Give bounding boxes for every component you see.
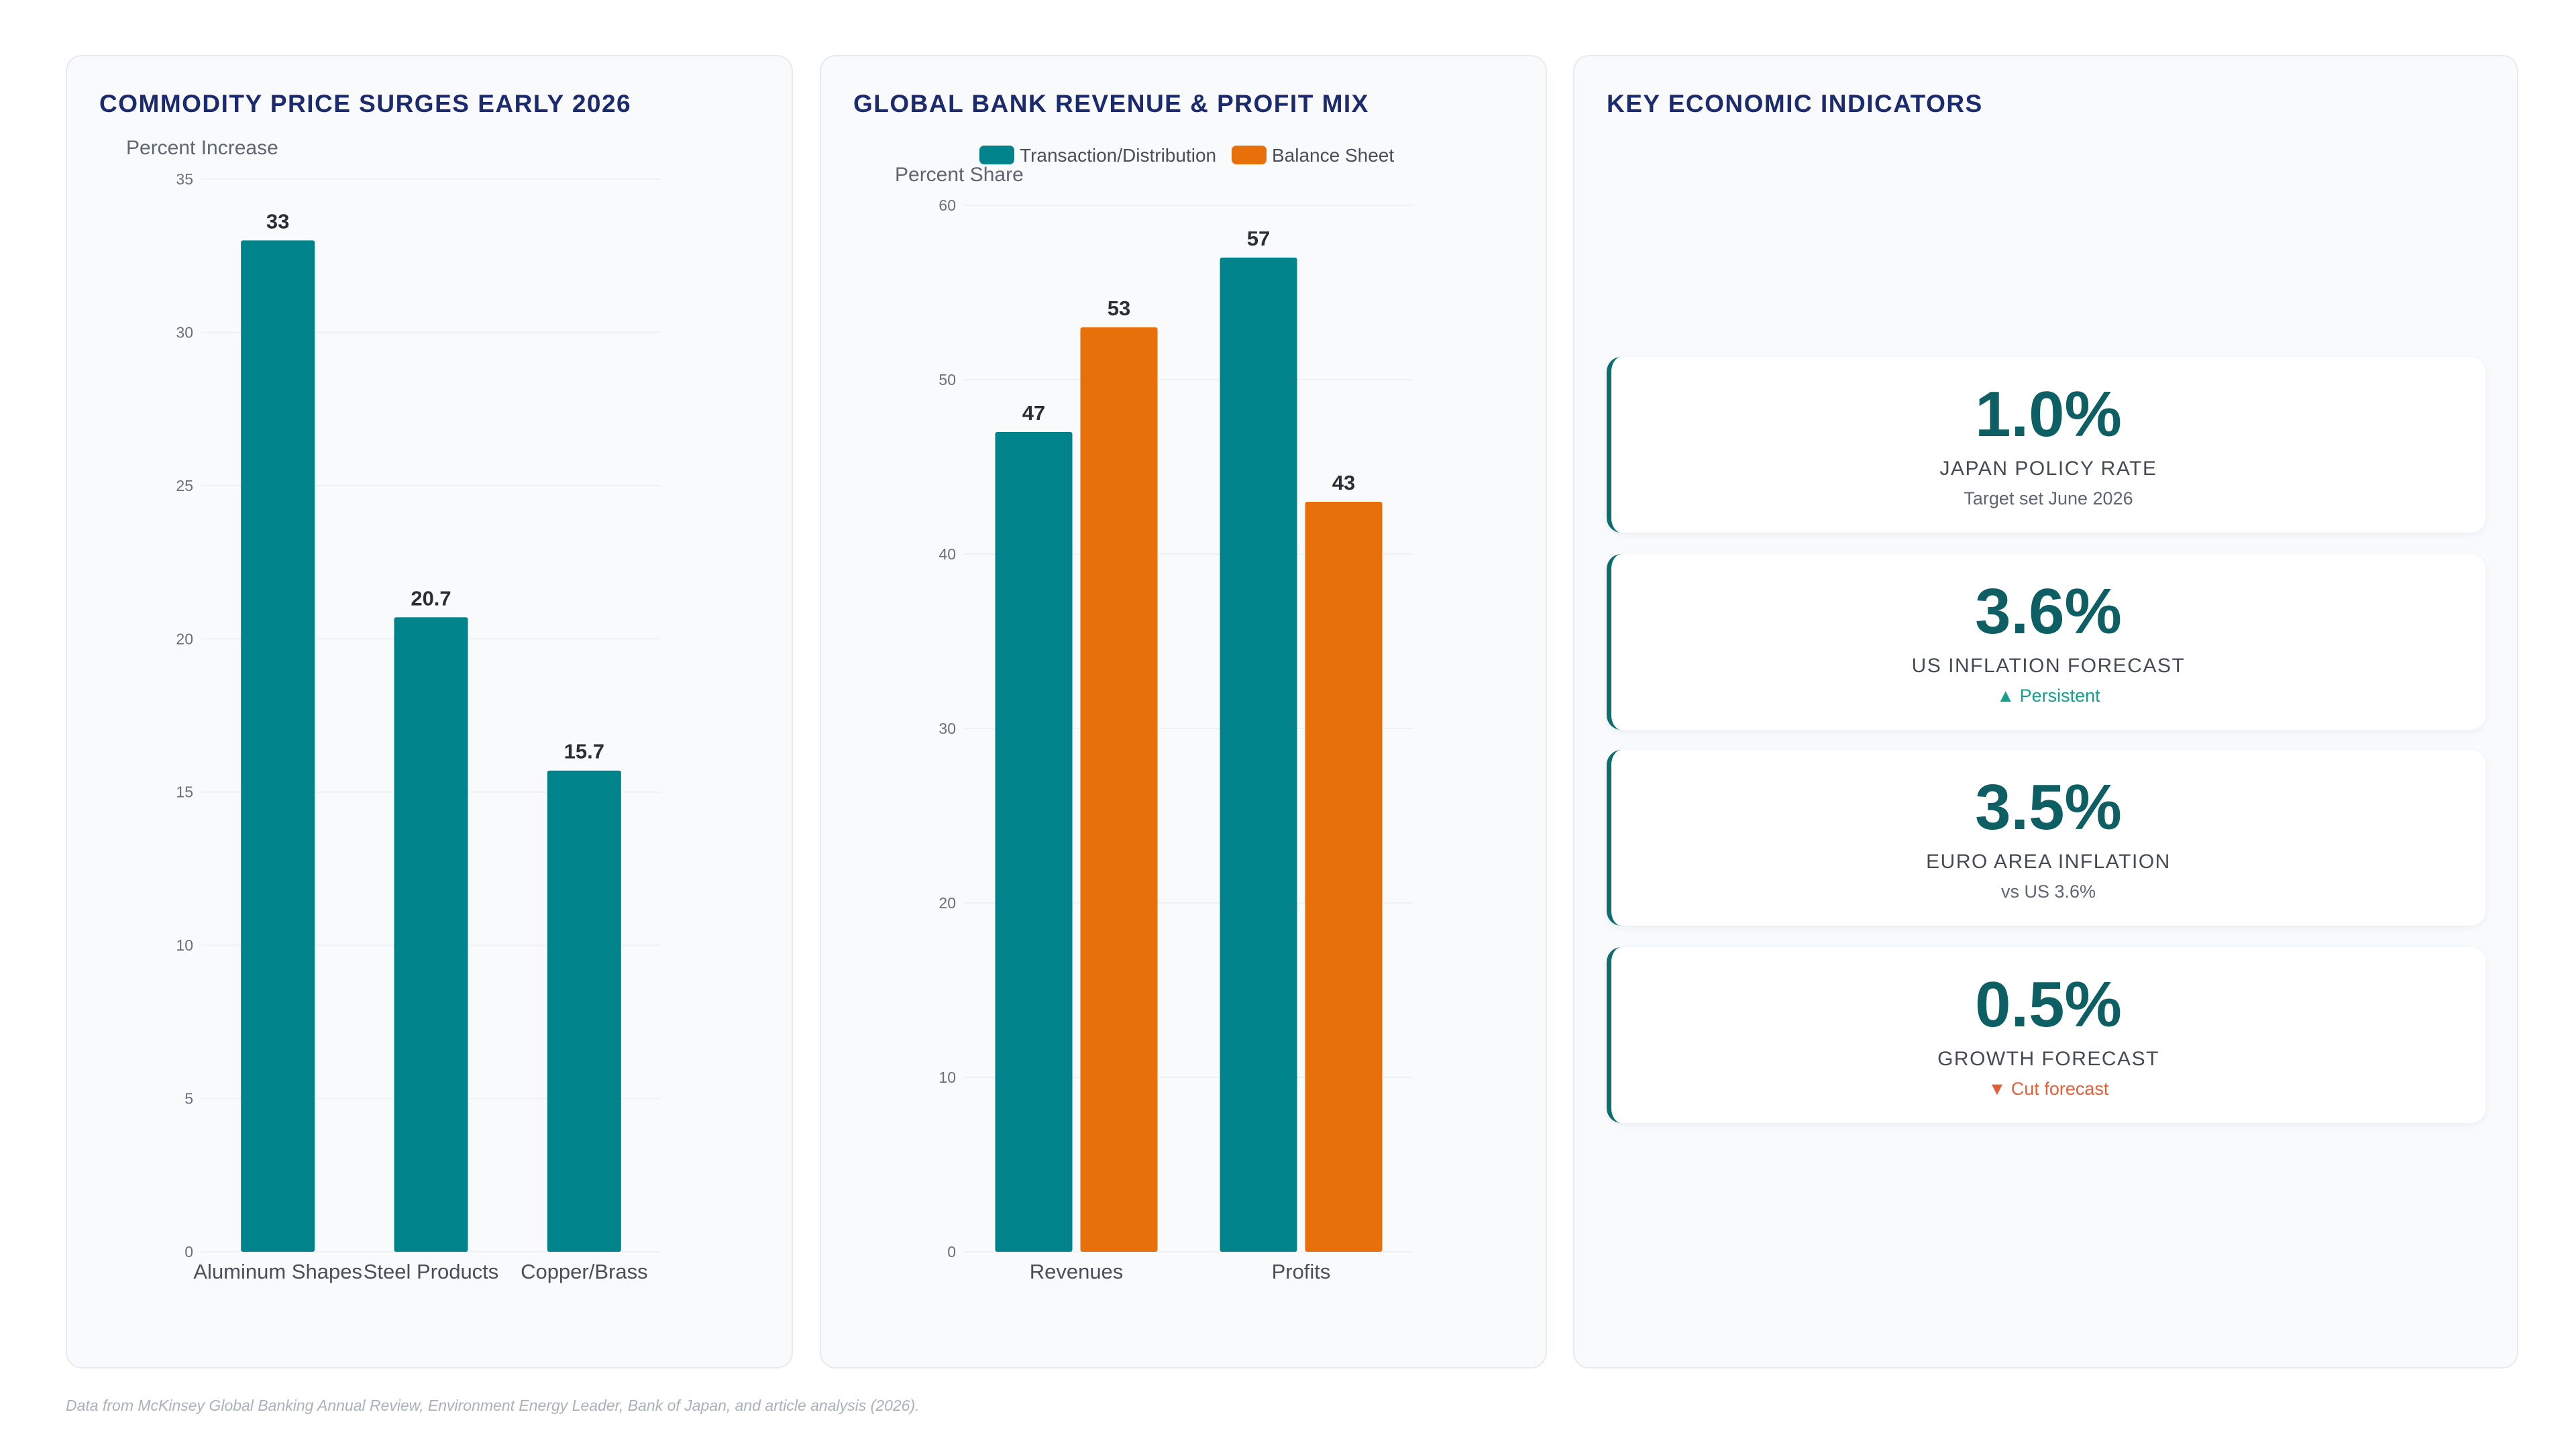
kpi-card-euro-inflation: 3.5% EURO AREA INFLATION vs US 3.6% bbox=[1607, 750, 2485, 926]
bank-mix-chart-title: GLOBAL BANK REVENUE & PROFIT MIX bbox=[853, 90, 1369, 117]
y-tick-label: 20 bbox=[938, 894, 956, 912]
bar bbox=[1305, 502, 1383, 1252]
kpi-value: 0.5% bbox=[1975, 969, 2122, 1040]
y-tick-label: 10 bbox=[176, 936, 193, 954]
kpi-value: 3.6% bbox=[1975, 576, 2122, 647]
y-tick-label: 35 bbox=[176, 170, 193, 188]
y-tick-label: 5 bbox=[184, 1090, 193, 1108]
y-tick-label: 20 bbox=[176, 630, 193, 647]
x-category-label: Revenues bbox=[1030, 1260, 1124, 1283]
legend-swatch bbox=[1232, 146, 1267, 164]
commodity-chart-title: COMMODITY PRICE SURGES EARLY 2026 bbox=[99, 90, 632, 117]
y-tick-label: 30 bbox=[938, 720, 956, 737]
legend-label: Balance Sheet bbox=[1272, 145, 1394, 166]
indicators-title: KEY ECONOMIC INDICATORS bbox=[1607, 90, 1983, 117]
y-tick-label: 30 bbox=[176, 323, 193, 341]
bar bbox=[241, 240, 315, 1252]
kpi-value: 1.0% bbox=[1975, 378, 2122, 450]
legend-swatch bbox=[979, 146, 1014, 164]
y-tick-label: 60 bbox=[938, 197, 956, 214]
bar bbox=[1080, 327, 1158, 1252]
y-axis-title: Percent Share bbox=[895, 164, 1024, 186]
bank-mix-chart-panel: GLOBAL BANK REVENUE & PROFIT MIX Percent… bbox=[820, 55, 1547, 1368]
kpi-label: US INFLATION FORECAST bbox=[1911, 655, 2186, 677]
bar-value-label: 33 bbox=[266, 209, 289, 233]
bar bbox=[1220, 258, 1297, 1252]
x-category-label: Profits bbox=[1272, 1260, 1331, 1283]
kpi-card-japan-policy-rate: 1.0% JAPAN POLICY RATE Target set June 2… bbox=[1607, 357, 2485, 533]
kpi-label: GROWTH FORECAST bbox=[1937, 1048, 2159, 1070]
x-category-label: Aluminum Shapes bbox=[193, 1260, 362, 1283]
kpi-label: JAPAN POLICY RATE bbox=[1939, 458, 2157, 480]
y-tick-label: 0 bbox=[184, 1243, 193, 1260]
bar bbox=[995, 432, 1073, 1252]
commodity-chart-panel: COMMODITY PRICE SURGES EARLY 2026 Percen… bbox=[66, 55, 793, 1368]
kpi-value: 3.5% bbox=[1975, 771, 2122, 843]
y-tick-label: 0 bbox=[947, 1243, 956, 1260]
bar bbox=[547, 770, 621, 1252]
indicators-panel: KEY ECONOMIC INDICATORS 1.0% JAPAN POLIC… bbox=[1573, 55, 2518, 1368]
kpi-subtext: ▲ Persistent bbox=[1996, 686, 2100, 706]
kpi-subtext: Target set June 2026 bbox=[1964, 488, 2133, 508]
commodity-bar-chart: Percent Increase 0 5 10 15 20 25 30 35 33 Aluminum… bbox=[126, 137, 661, 1283]
y-tick-label: 40 bbox=[938, 545, 956, 563]
bar-value-label: 57 bbox=[1247, 227, 1270, 250]
kpi-card-us-inflation: 3.6% US INFLATION FORECAST ▲ Persistent bbox=[1607, 554, 2485, 730]
kpi-subtext: vs US 3.6% bbox=[2000, 881, 2096, 902]
source-footnote: Data from McKinsey Global Banking Annual… bbox=[66, 1397, 920, 1414]
bar-value-label: 53 bbox=[1108, 297, 1130, 320]
bar-value-label: 47 bbox=[1022, 401, 1045, 425]
y-tick-label: 10 bbox=[938, 1069, 956, 1086]
bar-value-label: 43 bbox=[1332, 471, 1355, 494]
y-tick-label: 15 bbox=[176, 784, 193, 801]
bar-value-label: 20.7 bbox=[411, 586, 451, 610]
y-axis-title: Percent Increase bbox=[126, 137, 278, 159]
kpi-card-growth-forecast: 0.5% GROWTH FORECAST ▼ Cut forecast bbox=[1607, 947, 2485, 1123]
x-category-label: Steel Products bbox=[364, 1260, 499, 1283]
y-tick-label: 25 bbox=[176, 477, 193, 494]
y-tick-label: 50 bbox=[938, 371, 956, 388]
x-category-label: Copper/Brass bbox=[521, 1260, 648, 1283]
bar bbox=[394, 617, 468, 1252]
kpi-label: EURO AREA INFLATION bbox=[1926, 851, 2171, 873]
kpi-subtext: ▼ Cut forecast bbox=[1988, 1079, 2109, 1099]
bar-value-label: 15.7 bbox=[564, 740, 604, 763]
legend-label: Transaction/Distribution bbox=[1020, 145, 1216, 166]
